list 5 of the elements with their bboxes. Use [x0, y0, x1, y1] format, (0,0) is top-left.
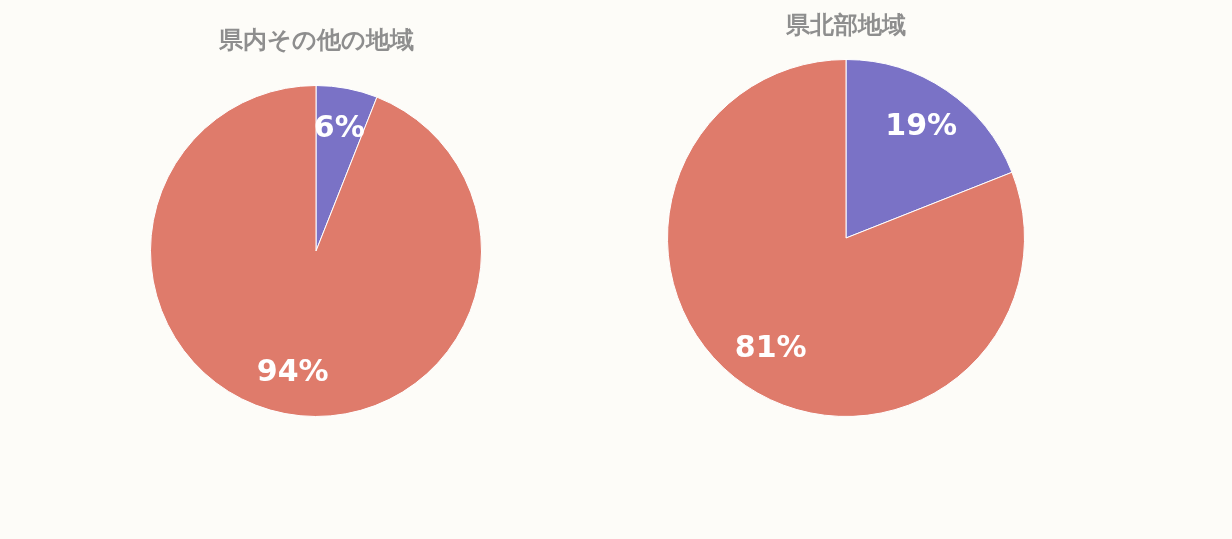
chart-title: 県内その他の地域	[217, 25, 415, 56]
chart-title: 県北部地域	[785, 10, 907, 41]
data-label: 81%	[734, 328, 807, 364]
data-label: 94%	[256, 352, 329, 388]
data-label: 19%	[885, 107, 958, 143]
